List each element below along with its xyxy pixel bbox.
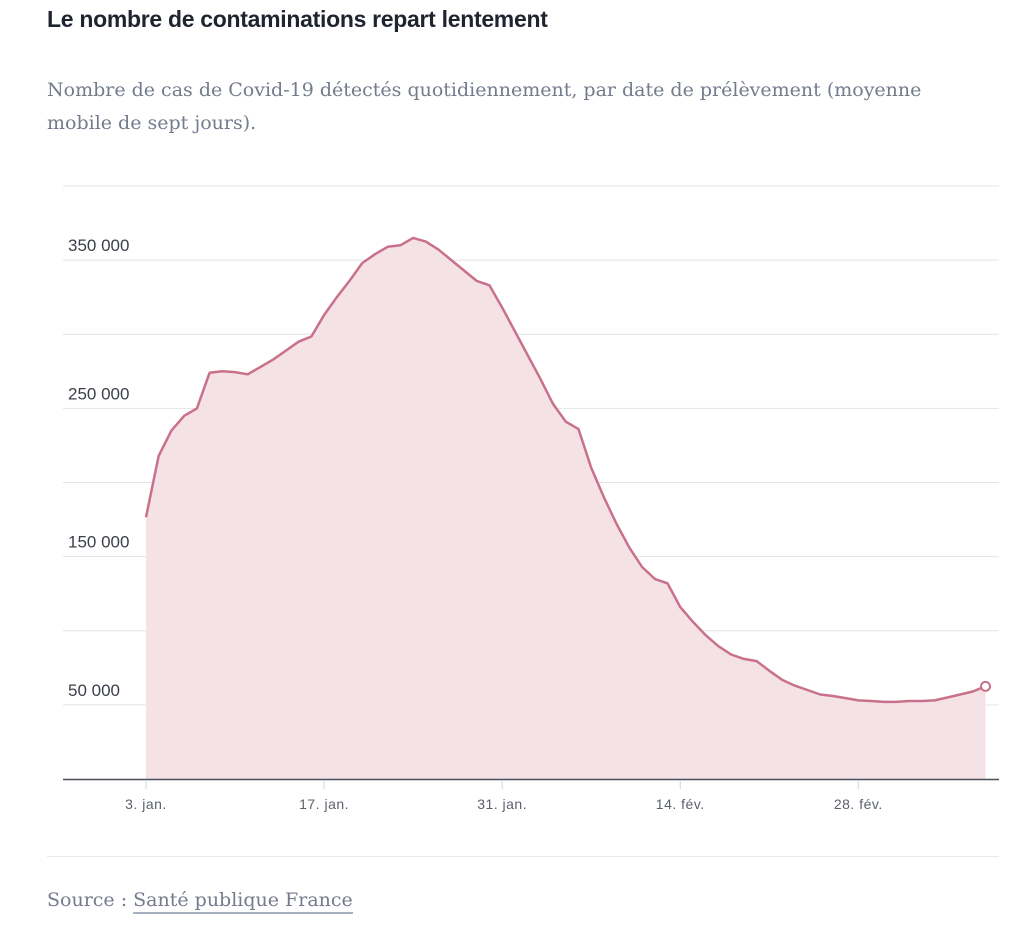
area-chart: 3. jan. 17. jan. 31. jan. 14. fév. 28. fév. … — [63, 185, 999, 812]
footer-divider — [47, 856, 999, 857]
y-tick-label: 250 000 — [68, 384, 129, 403]
source-note: Source : Santé publique France — [47, 889, 353, 914]
y-tick-label: 50 000 — [68, 681, 120, 700]
source-label: Source : — [47, 889, 128, 911]
area-layer — [144, 236, 992, 779]
area-fill — [146, 237, 986, 779]
x-tick-label: 3. jan. — [125, 796, 167, 812]
y-tick-label: 350 000 — [68, 236, 129, 255]
x-tick-label: 31. jan. — [477, 796, 527, 812]
y-tick-label: 150 000 — [68, 533, 129, 552]
x-tick-label: 28. fév. — [834, 796, 883, 812]
series-line — [144, 236, 986, 704]
source-link[interactable]: Santé publique France — [133, 889, 353, 914]
x-tick-label: 17. jan. — [299, 796, 349, 812]
chart-subtitle: Nombre de cas de Covid-19 détectés quoti… — [47, 79, 922, 134]
x-tick-label: 14. fév. — [656, 796, 705, 812]
chart-title: Le nombre de contaminations repart lente… — [47, 6, 548, 32]
y-axis-labels: 50 000 150 000 250 000 350 000 — [68, 236, 129, 700]
end-point-marker — [980, 680, 992, 692]
x-axis: 3. jan. 17. jan. 31. jan. 14. fév. 28. fév. — [63, 778, 999, 812]
